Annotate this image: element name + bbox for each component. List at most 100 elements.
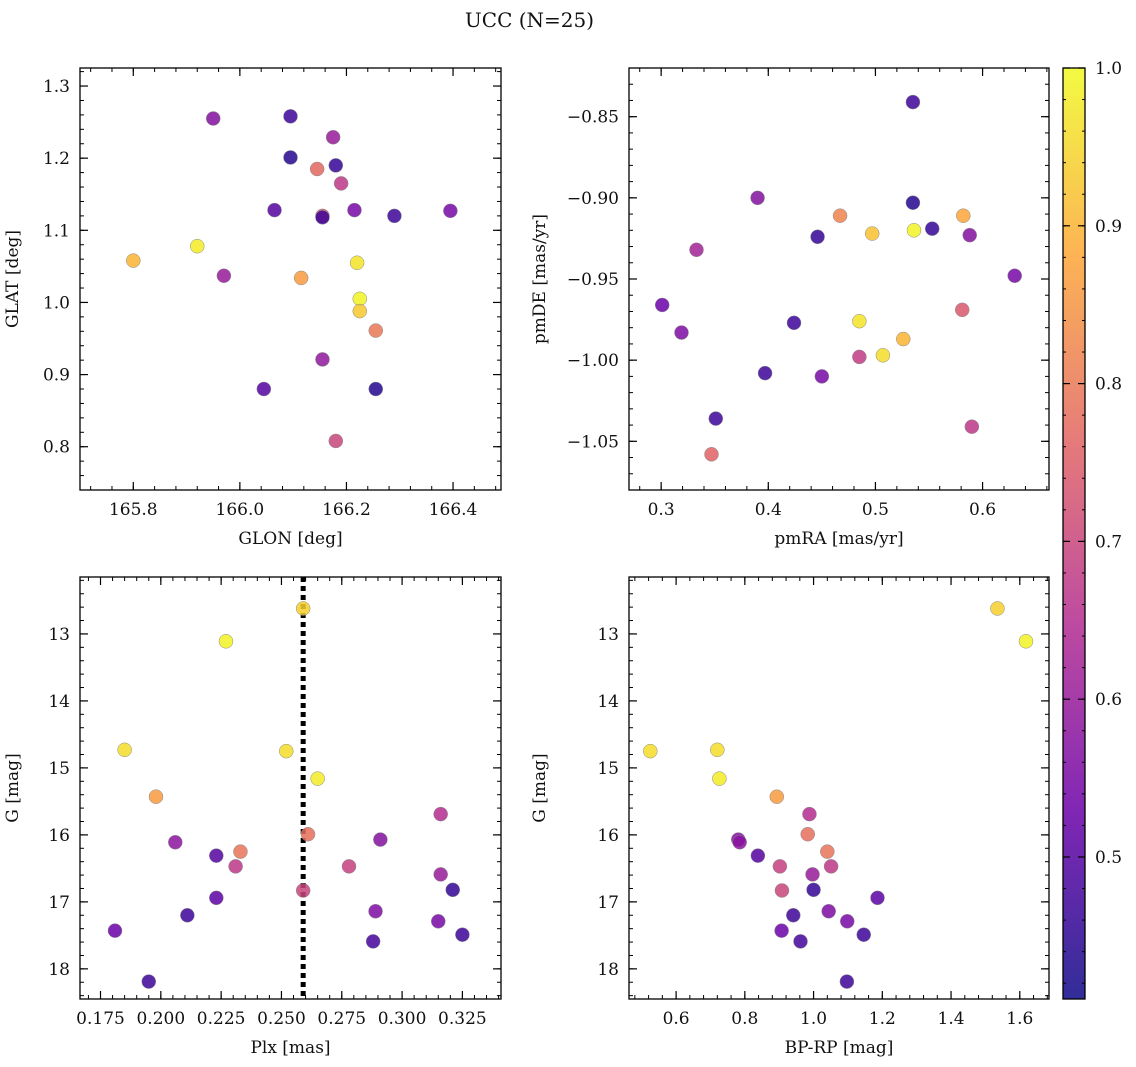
scatter-point	[256, 381, 272, 397]
y-axis-label: GLAT [deg]	[3, 230, 23, 328]
scatter-point	[956, 208, 971, 223]
y-tick-label: 18	[48, 960, 70, 980]
x-tick-label: 0.300	[378, 1009, 427, 1029]
y-tick-label: −1.05	[567, 432, 619, 452]
x-tick-label: 0.3	[648, 500, 675, 520]
scatter-point	[205, 111, 221, 126]
y-tick-label: 1.3	[43, 77, 70, 97]
scatter-point	[852, 313, 867, 329]
scatter-point	[905, 94, 921, 110]
y-tick-label: 16	[48, 826, 70, 846]
scatter-point	[924, 221, 940, 236]
x-tick-label: 0.4	[755, 500, 782, 520]
scatter-point	[710, 742, 725, 758]
scatter-point	[962, 227, 977, 243]
scatter-point	[209, 890, 224, 906]
y-tick-label: 16	[597, 826, 619, 846]
scatter-point	[802, 806, 817, 822]
y-tick-label: −0.90	[567, 189, 619, 209]
y-tick-label: 13	[48, 625, 70, 645]
axes-frame	[628, 576, 1050, 1000]
scatter-point	[708, 411, 724, 426]
x-axis-label: BP-RP [mag]	[785, 1038, 894, 1058]
axes-frame	[79, 67, 502, 491]
x-tick-label: 0.6	[969, 500, 996, 520]
scatter-point	[368, 904, 383, 919]
y-tick-label: 1.1	[43, 221, 70, 241]
scatter-point	[352, 291, 368, 307]
scatter-point	[810, 229, 825, 245]
colorbar: 0.5 0.6 0.7 0.8 0.9 1.0	[1062, 59, 1122, 1000]
scatter-point	[820, 844, 835, 859]
scatter-point	[233, 844, 248, 859]
scatter-point	[823, 859, 839, 874]
y-axis-label: pmDE [mas/yr]	[530, 214, 550, 344]
scatter-point	[267, 202, 282, 218]
scatter-point	[293, 270, 309, 286]
scatter-point	[805, 867, 820, 882]
x-tick-label: 0.175	[76, 1009, 125, 1029]
scatter-point	[349, 255, 365, 271]
scatter-panel-1: 165.8 166.0 166.2 166.4 0.8 0.9 1.0 1.1 1.2 1.3 GL…	[3, 67, 502, 549]
scatter-point	[732, 835, 747, 850]
scatter-point	[328, 158, 344, 173]
figure-title: UCC (N=25)	[464, 8, 595, 32]
scatter-point	[757, 365, 773, 381]
scatter-point	[689, 242, 704, 258]
x-tick-label: 0.225	[197, 1009, 246, 1029]
scatter-point	[875, 348, 891, 363]
scatter-point	[774, 883, 790, 898]
scatter-point	[839, 914, 855, 929]
scatter-point	[856, 927, 871, 942]
scatter-point	[315, 210, 330, 225]
scatter-point	[117, 742, 132, 758]
x-tick-label: 166.2	[322, 500, 371, 520]
scatter-point	[341, 859, 357, 874]
scatter-point	[643, 743, 658, 759]
x-tick-label: 1.0	[800, 1009, 827, 1029]
y-tick-label: 17	[48, 893, 70, 913]
scatter-point	[1007, 268, 1022, 284]
y-tick-label: −0.85	[567, 108, 619, 128]
scatter-point	[168, 835, 183, 850]
scatter-point	[443, 203, 458, 219]
scatter-point	[365, 934, 381, 949]
scatter-point	[107, 923, 123, 938]
scatter-point	[455, 927, 470, 942]
scatter-point	[310, 771, 325, 786]
scatter-point	[148, 789, 164, 804]
scatter-point	[814, 369, 830, 384]
scatter-point	[772, 859, 788, 874]
scatter-point	[832, 208, 848, 223]
scatter-point	[126, 253, 141, 268]
scatter-point	[283, 109, 298, 124]
scatter-point	[352, 303, 368, 319]
y-tick-label: 14	[597, 692, 619, 712]
y-tick-label: 18	[597, 960, 619, 980]
scatter-point	[712, 771, 727, 786]
scatter-point	[445, 882, 460, 898]
scatter-point	[368, 323, 384, 338]
scatter-point	[786, 908, 801, 923]
scatter-point	[1018, 634, 1034, 649]
y-tick-label: 0.9	[43, 366, 70, 386]
scatter-point	[906, 223, 922, 238]
x-axis-label: pmRA [mas/yr]	[774, 529, 903, 549]
y-tick-label: 1.0	[43, 293, 70, 313]
colorbar-tick-label: 0.6	[1095, 690, 1122, 710]
scatter-point	[793, 934, 808, 949]
scatter-point	[654, 297, 670, 313]
x-axis-label: GLON [deg]	[238, 529, 342, 549]
colorbar-tick-label: 1.0	[1095, 59, 1122, 79]
y-tick-label: −0.95	[567, 270, 619, 290]
scatter-point	[315, 352, 330, 367]
scatter-point	[750, 848, 766, 863]
colorbar-tick-label: 0.8	[1095, 375, 1122, 395]
axes-frame	[79, 576, 502, 1000]
scatter-point	[209, 848, 224, 863]
scatter-point	[800, 826, 815, 842]
scatter-point	[990, 601, 1005, 616]
scatter-point	[216, 268, 232, 284]
y-tick-label: 15	[597, 759, 619, 779]
